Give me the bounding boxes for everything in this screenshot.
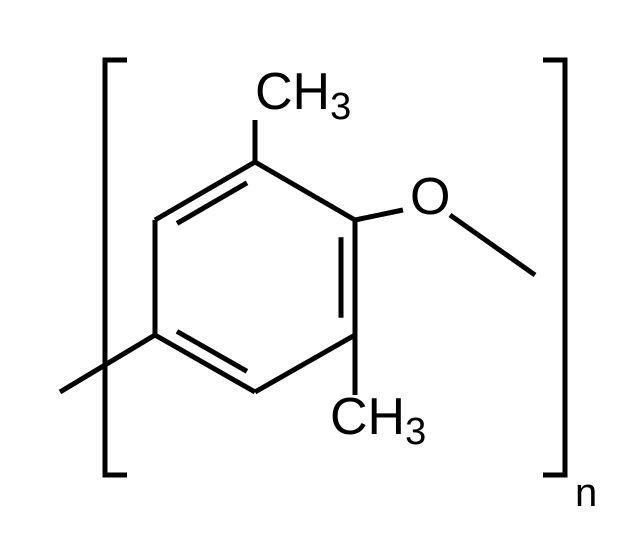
bond [255,162,355,220]
substituent-bond [450,215,535,275]
right-bracket [543,60,565,475]
ch3_top: CH3 [255,63,351,128]
substituent-bond [355,210,403,220]
bond [255,335,355,392]
oxygen: O [410,168,450,226]
bond [155,162,255,220]
bond [155,335,255,392]
ch3_bottom: CH3 [330,388,426,453]
subscript_n: n [575,471,597,515]
left-bracket [105,60,127,475]
